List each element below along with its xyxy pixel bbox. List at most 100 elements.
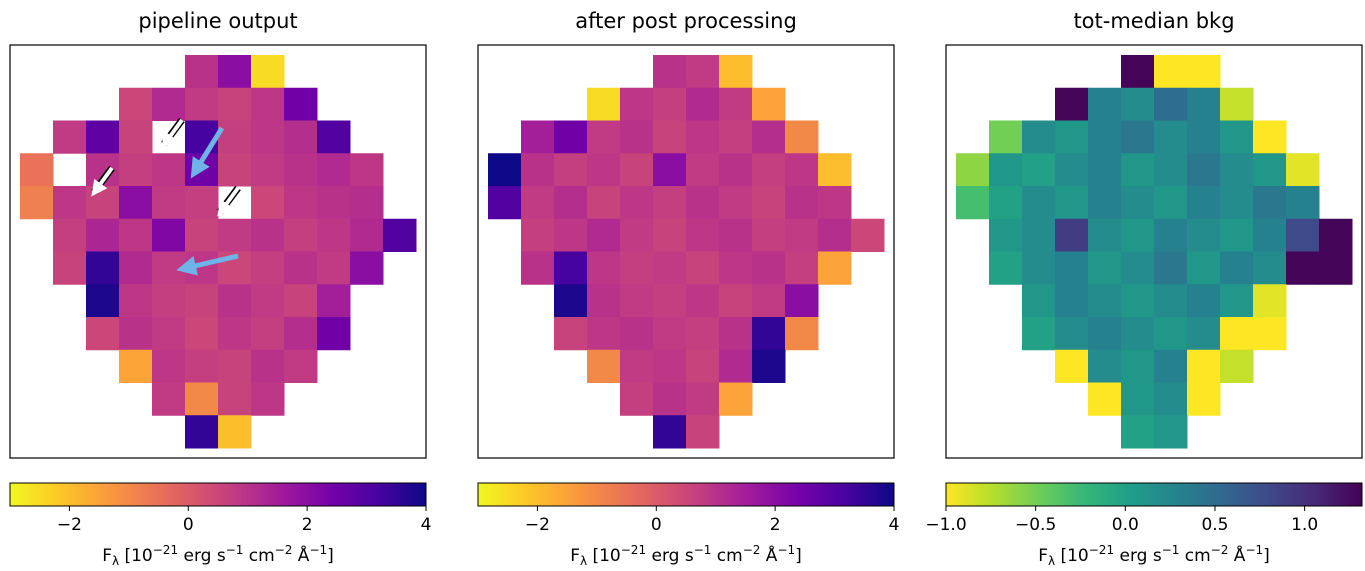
cell xyxy=(719,120,753,154)
cell xyxy=(317,284,351,318)
cell xyxy=(317,251,351,285)
cell xyxy=(152,349,186,383)
cell xyxy=(752,186,786,220)
cell xyxy=(818,251,852,285)
cell xyxy=(686,120,720,154)
cell xyxy=(119,317,153,351)
cell xyxy=(284,317,318,351)
cell xyxy=(1055,153,1089,187)
cell xyxy=(1121,317,1155,351)
colorbar-tick-label: 4 xyxy=(889,515,900,535)
cell xyxy=(653,120,687,154)
cell xyxy=(719,87,753,121)
colorbar-tick-label: −2 xyxy=(525,515,550,535)
cell xyxy=(653,317,687,351)
cell xyxy=(185,415,219,449)
cell xyxy=(119,153,153,187)
cell xyxy=(1253,284,1287,318)
cell xyxy=(1319,218,1353,252)
colorbar-tick-label: 0.5 xyxy=(1201,515,1228,535)
cell xyxy=(86,186,120,220)
colorbar-tick-label: −0.5 xyxy=(1015,515,1056,535)
cell xyxy=(653,415,687,449)
cell xyxy=(1088,284,1122,318)
cell xyxy=(587,251,621,285)
cell xyxy=(152,153,186,187)
cell xyxy=(185,87,219,121)
cell xyxy=(1154,218,1188,252)
cell xyxy=(620,87,654,121)
cell xyxy=(185,218,219,252)
cell xyxy=(1253,251,1287,285)
cell xyxy=(251,87,285,121)
cell xyxy=(554,153,588,187)
cell xyxy=(719,153,753,187)
cell xyxy=(1055,87,1089,121)
cell xyxy=(1187,55,1221,89)
cell xyxy=(1187,218,1221,252)
cell xyxy=(1055,284,1089,318)
cell xyxy=(218,120,252,154)
cell xyxy=(752,317,786,351)
label-part: −21 xyxy=(153,543,178,557)
colorbar-tick-label: 1.0 xyxy=(1291,515,1318,535)
cell xyxy=(218,317,252,351)
cell xyxy=(653,349,687,383)
cell xyxy=(1187,87,1221,121)
label-part: ] xyxy=(795,546,802,566)
cell xyxy=(587,317,621,351)
colorbar xyxy=(477,482,895,507)
heatmaps xyxy=(20,55,1353,449)
cell xyxy=(1055,251,1089,285)
cell xyxy=(185,349,219,383)
cell xyxy=(956,153,990,187)
cell xyxy=(251,349,285,383)
cell xyxy=(1022,251,1056,285)
cell xyxy=(1154,120,1188,154)
cell xyxy=(1187,284,1221,318)
cell xyxy=(284,87,318,121)
colorbar-tick-label: −2 xyxy=(57,515,82,535)
cell xyxy=(1121,87,1155,121)
cell xyxy=(1022,186,1056,220)
cell xyxy=(1220,218,1254,252)
label-part: Å xyxy=(760,544,777,566)
cell xyxy=(1154,349,1188,383)
cell xyxy=(152,251,186,285)
cell xyxy=(989,153,1023,187)
cell xyxy=(1187,120,1221,154)
cell xyxy=(251,317,285,351)
cell xyxy=(587,218,621,252)
colorbar-tick-label: 2 xyxy=(302,515,313,535)
cell xyxy=(1154,284,1188,318)
cell xyxy=(1121,349,1155,383)
cell xyxy=(1253,186,1287,220)
cell xyxy=(119,218,153,252)
cell xyxy=(1220,87,1254,121)
cell xyxy=(1220,120,1254,154)
cell xyxy=(1055,186,1089,220)
cell xyxy=(1154,382,1188,416)
cell xyxy=(1088,186,1122,220)
cell xyxy=(1121,415,1155,449)
cell xyxy=(653,284,687,318)
cell xyxy=(587,153,621,187)
cell xyxy=(1253,218,1287,252)
colorbar-tick-label: −1.0 xyxy=(925,515,966,535)
cell xyxy=(785,218,819,252)
cell xyxy=(1286,153,1320,187)
cell xyxy=(752,284,786,318)
colorbar xyxy=(945,482,1363,507)
cell xyxy=(587,87,621,121)
cell xyxy=(752,120,786,154)
cell xyxy=(1088,87,1122,121)
cell xyxy=(218,382,252,416)
label-part: −1 xyxy=(1162,543,1180,557)
cell xyxy=(989,218,1023,252)
cell xyxy=(251,186,285,220)
arrow xyxy=(176,253,239,276)
cell xyxy=(152,317,186,351)
cell xyxy=(653,153,687,187)
cell xyxy=(1187,186,1221,220)
cell xyxy=(317,186,351,220)
